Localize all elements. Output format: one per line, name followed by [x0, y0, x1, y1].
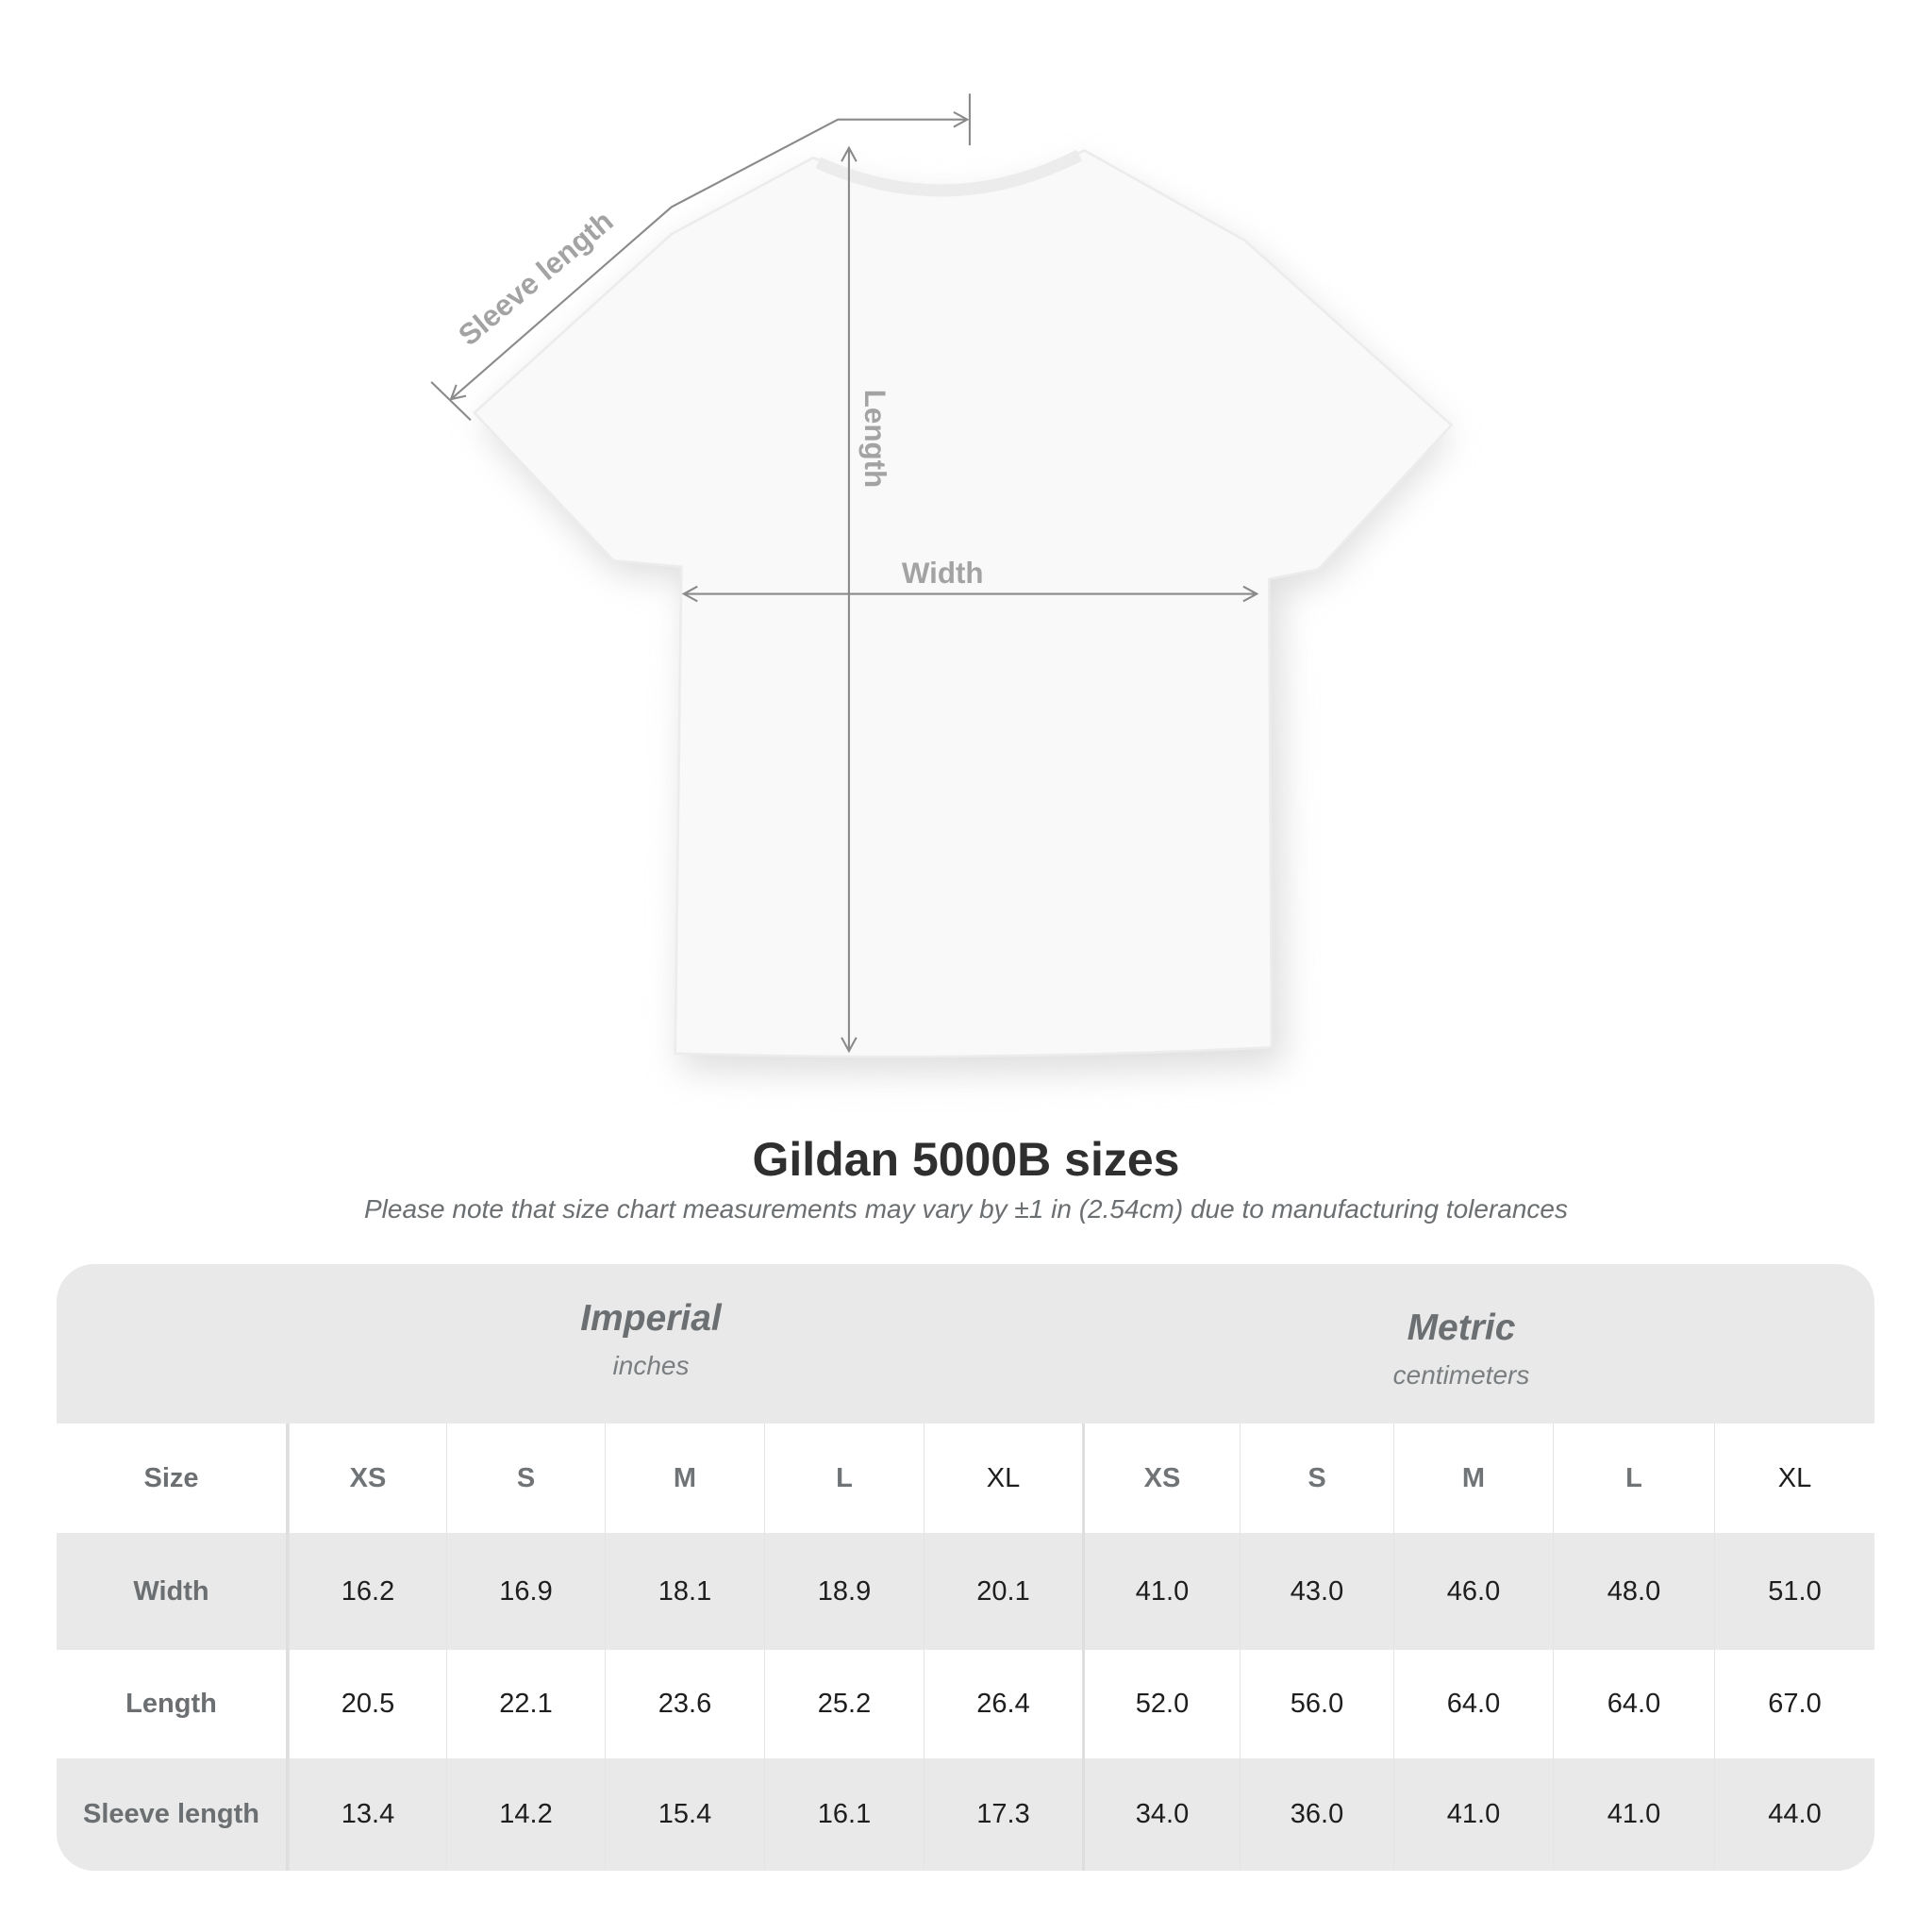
imperial-value: 20.5: [289, 1650, 446, 1758]
row-label: Width: [57, 1533, 289, 1650]
metric-value: 52.0: [1082, 1650, 1240, 1758]
size-table: Imperial inches Metric centimeters Size X…: [57, 1264, 1874, 1871]
imperial-value: 16.1: [764, 1758, 924, 1871]
imperial-value: 25.2: [764, 1650, 924, 1758]
metric-value: 56.0: [1240, 1650, 1393, 1758]
imperial-size-header: XL: [924, 1424, 1082, 1533]
imperial-value: 23.6: [605, 1650, 764, 1758]
imperial-header: Imperial inches: [321, 1264, 981, 1424]
width-label: Width: [902, 557, 984, 590]
imperial-title: Imperial: [580, 1298, 722, 1339]
imperial-value: 17.3: [924, 1758, 1082, 1871]
metric-value: 36.0: [1240, 1758, 1393, 1871]
metric-size-header: L: [1553, 1424, 1714, 1533]
imperial-size-header: XS: [289, 1424, 446, 1533]
metric-value: 44.0: [1714, 1758, 1874, 1871]
metric-value: 46.0: [1393, 1533, 1553, 1650]
imperial-size-header: S: [446, 1424, 605, 1533]
imperial-value: 15.4: [605, 1758, 764, 1871]
metric-value: 41.0: [1082, 1533, 1240, 1650]
metric-value: 51.0: [1714, 1533, 1874, 1650]
header-row: Size XS S M L XL XS S M L XL: [57, 1424, 1874, 1533]
sleeve-measure-line: [449, 110, 970, 401]
size-grid: Size XS S M L XL XS S M L XL Width 16.2 16.9 18.1 18.9 2…: [57, 1424, 1874, 1871]
imperial-value: 18.1: [605, 1533, 764, 1650]
imperial-value: 16.2: [289, 1533, 446, 1650]
metric-size-header: XS: [1082, 1424, 1240, 1533]
metric-value: 67.0: [1714, 1650, 1874, 1758]
imperial-unit: inches: [612, 1351, 690, 1380]
imperial-value: 26.4: [924, 1650, 1082, 1758]
metric-value: 64.0: [1393, 1650, 1553, 1758]
tolerance-note: Please note that size chart measurements…: [364, 1194, 1568, 1224]
size-header: Size: [57, 1424, 289, 1533]
row-label: Sleeve length: [57, 1758, 289, 1871]
metric-title: Metric: [1407, 1307, 1516, 1348]
imperial-value: 20.1: [924, 1533, 1082, 1650]
imperial-value: 14.2: [446, 1758, 605, 1871]
table-row: Width 16.2 16.9 18.1 18.9 20.1 41.0 43.0 46.0 48.…: [57, 1533, 1874, 1650]
metric-value: 43.0: [1240, 1533, 1393, 1650]
table-row: Sleeve length 13.4 14.2 15.4 16.1 17.3 34.0 36.…: [57, 1758, 1874, 1871]
metric-unit: centimeters: [1392, 1360, 1530, 1390]
table-row: Length 20.5 22.1 23.6 25.2 26.4 52.0 56.0 64.0 64…: [57, 1650, 1874, 1758]
row-label: Length: [57, 1650, 289, 1758]
tshirt-body: [472, 148, 1454, 1058]
imperial-value: 13.4: [289, 1758, 446, 1871]
page-title: Gildan 5000B sizes: [752, 1133, 1180, 1186]
imperial-value: 22.1: [446, 1650, 605, 1758]
metric-header: Metric centimeters: [1131, 1274, 1791, 1433]
metric-value: 48.0: [1553, 1533, 1714, 1650]
metric-value: 41.0: [1393, 1758, 1553, 1871]
sleeve-tick-left: [430, 381, 472, 422]
imperial-value: 18.9: [764, 1533, 924, 1650]
length-label: Length: [858, 390, 891, 488]
metric-value: 64.0: [1553, 1650, 1714, 1758]
imperial-size-header: L: [764, 1424, 924, 1533]
metric-size-header: XL: [1714, 1424, 1874, 1533]
imperial-value: 16.9: [446, 1533, 605, 1650]
imperial-size-header: M: [605, 1424, 764, 1533]
metric-size-header: M: [1393, 1424, 1553, 1533]
metric-value: 34.0: [1082, 1758, 1240, 1871]
metric-value: 41.0: [1553, 1758, 1714, 1871]
metric-size-header: S: [1240, 1424, 1393, 1533]
